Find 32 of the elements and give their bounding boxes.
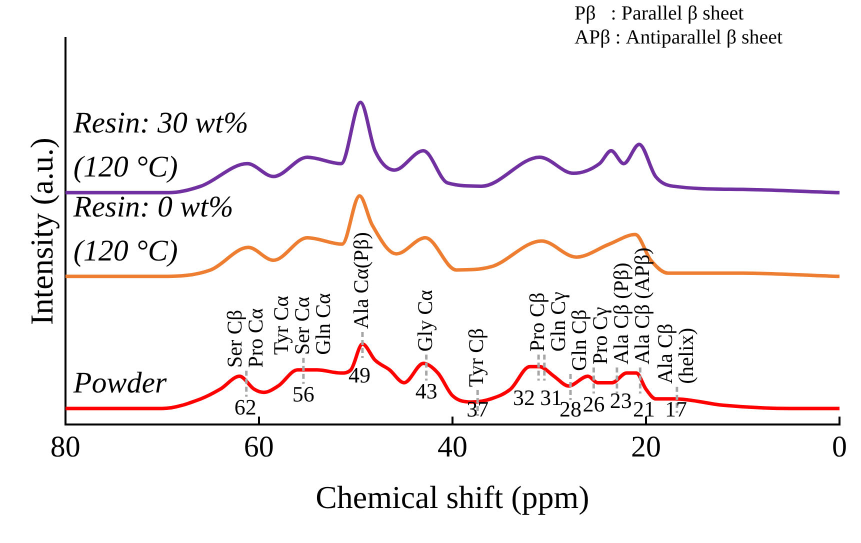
annotation: Gln Cβ: [567, 309, 592, 371]
x-axis-title: Chemical shift (ppm): [316, 479, 590, 516]
x-tick-label: 20: [630, 430, 661, 464]
annotation: Ser Cβ Pro Cα: [222, 308, 268, 368]
series-label: Resin: 30 wt% (120 °C): [72, 106, 248, 184]
annotation: 37: [466, 396, 489, 422]
annotation: 23: [610, 388, 632, 414]
annotation: Pro Cβ: [525, 292, 550, 352]
annotation: 49: [348, 362, 371, 388]
series-label: Powder: [72, 366, 168, 400]
annotation: 43: [415, 378, 438, 404]
text: APβ : Antiparallel β sheet: [574, 26, 784, 48]
text: Pβ : Parallel β sheet: [574, 2, 744, 24]
annotation: 21: [633, 396, 656, 422]
annotation: 56: [292, 382, 314, 407]
annotation: 32: [513, 384, 536, 410]
x-tick-label: 80: [50, 430, 80, 464]
annotation: 26: [582, 391, 605, 416]
annotation: 62: [234, 394, 256, 420]
annotation: 28: [560, 396, 582, 422]
annotation: Ala Cβ (helix): [652, 324, 698, 384]
x-tick-label: 60: [244, 430, 274, 464]
annotation: Gly Cα: [412, 290, 437, 352]
y-axis-title: Intensity (a.u.): [24, 138, 60, 326]
annotation: Tyr Cβ: [464, 328, 488, 388]
series-label: Resin: 0 wt% (120 °C): [72, 190, 234, 268]
annotation: Tyr Cα Ser Cα Gln Cα: [268, 293, 335, 355]
annotation: 17: [664, 396, 687, 422]
annotation: Ala Cα(Pβ): [348, 232, 373, 330]
annotation: 31: [540, 384, 562, 410]
x-tick-label: 0: [832, 430, 847, 464]
x-tick-label: 40: [437, 430, 468, 464]
